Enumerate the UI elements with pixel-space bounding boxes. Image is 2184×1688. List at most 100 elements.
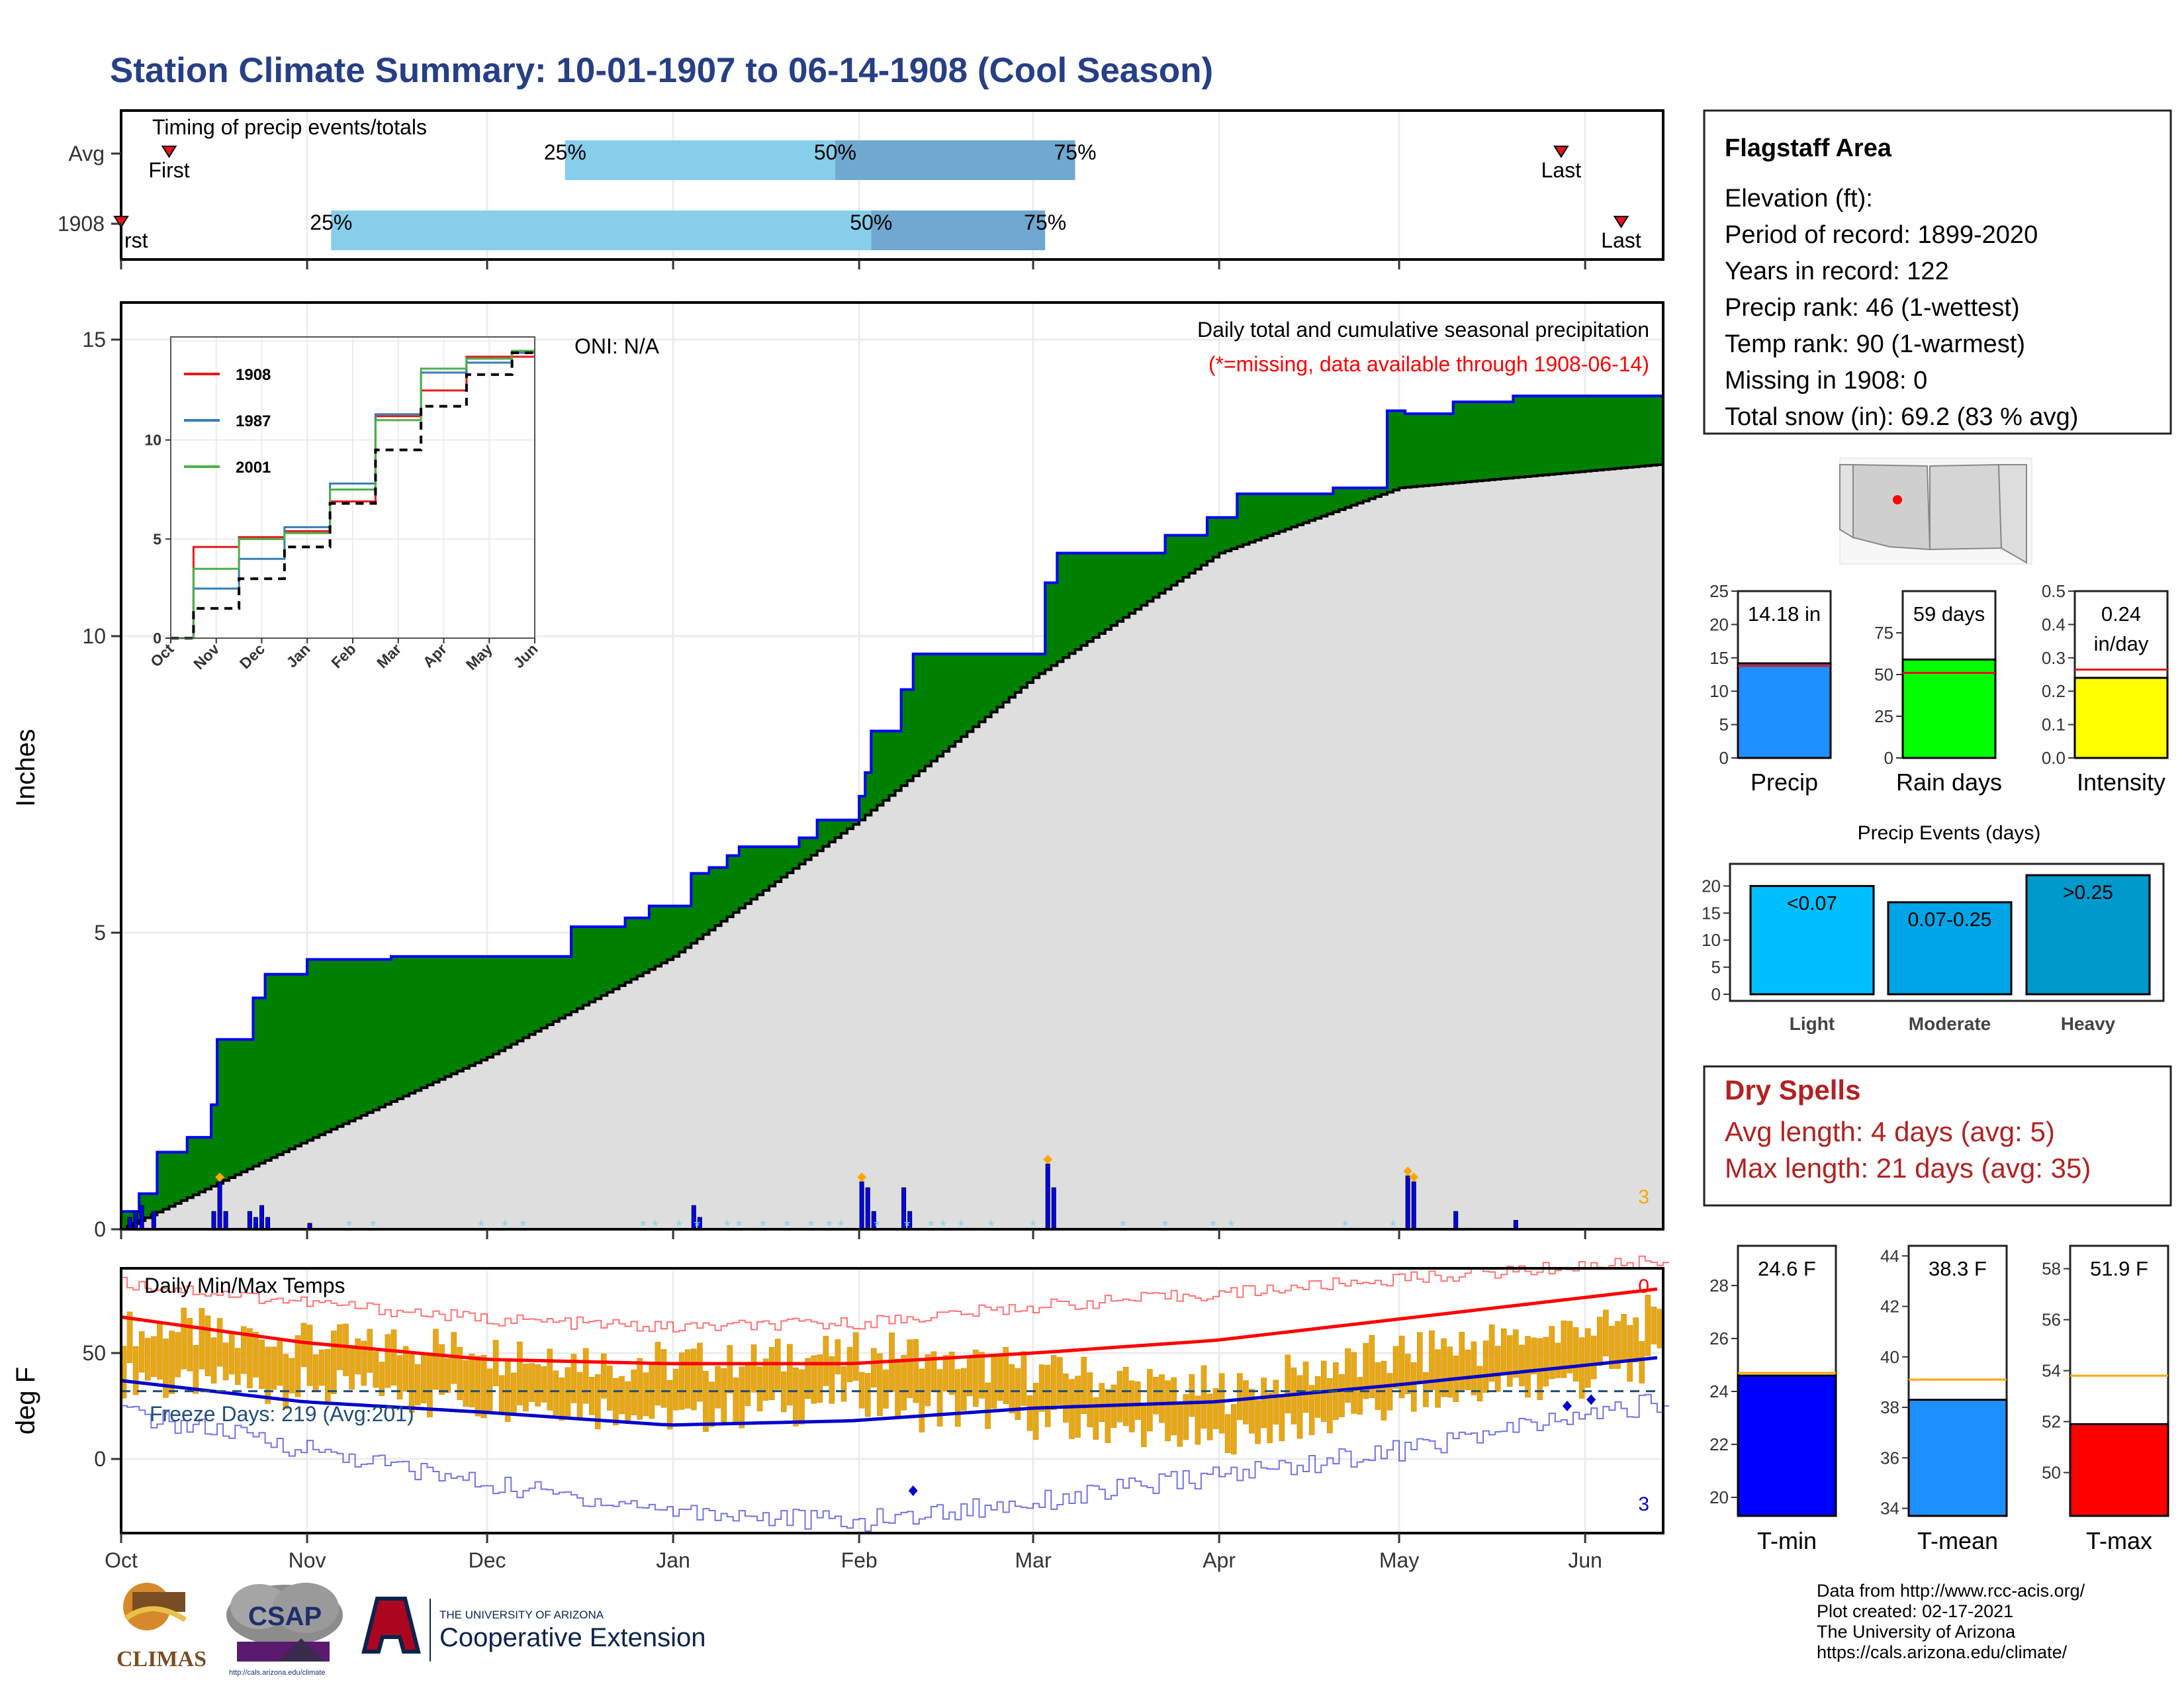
footer-line: The University of Arizona — [1817, 1622, 2016, 1642]
observed-cumulative-line — [121, 395, 1663, 1213]
daily-temp-bar — [625, 1381, 631, 1424]
missing-marker: * — [502, 1217, 508, 1235]
missing-marker: * — [736, 1217, 742, 1235]
daily-precip-bar — [859, 1181, 864, 1230]
missing-marker: * — [1120, 1217, 1126, 1235]
daily-temp-bar — [475, 1356, 481, 1417]
summary-y-tick-label: 0.1 — [2042, 715, 2066, 735]
inset-x-tick-label: Jun — [510, 640, 541, 671]
daily-temp-bar — [306, 1325, 313, 1386]
daily-temp-bar — [1273, 1380, 1279, 1425]
timing-q1-bar — [331, 211, 872, 250]
daily-temp-bar — [361, 1340, 367, 1386]
daily-temp-bar — [1051, 1355, 1057, 1410]
timing-percent-label: 75% — [1054, 140, 1096, 164]
locator-map — [1839, 457, 2032, 565]
missing-marker: * — [988, 1217, 994, 1235]
daily-precip-bar — [1411, 1181, 1416, 1230]
events-y-tick-label: 0 — [1711, 984, 1721, 1004]
daily-temp-bar — [175, 1332, 181, 1378]
daily-temp-bar — [660, 1349, 667, 1408]
daily-temp-bar — [199, 1308, 205, 1370]
daily-temp-bar — [1009, 1364, 1015, 1414]
missing-marker: * — [904, 1217, 910, 1235]
inset-y-tick-label: 0 — [153, 630, 161, 647]
summary-y-tick-label: 10 — [1709, 681, 1729, 701]
temp-panel: 0 50 deg F Daily Min/Max Temps Freeze Day… — [11, 1255, 1670, 1572]
daily-temp-bar — [678, 1352, 685, 1410]
summary-bar — [1901, 658, 1997, 759]
daily-temp-bar — [265, 1346, 271, 1404]
dry-spells-line: Avg length: 4 days (avg: 5) — [1725, 1116, 2055, 1147]
last-event-marker — [1553, 146, 1569, 158]
temp-panel-title: Daily Min/Max Temps — [144, 1274, 345, 1297]
daily-temp-bar — [1153, 1376, 1159, 1415]
event-bar — [1749, 884, 1875, 996]
record-low-marker — [908, 1485, 918, 1496]
missing-marker: * — [1390, 1217, 1396, 1235]
daily-temp-bar — [523, 1364, 529, 1412]
summary-y-tick-label: 0 — [1719, 748, 1729, 768]
station-name: Flagstaff Area — [1725, 134, 1892, 162]
inset-legend-label: 2001 — [236, 459, 271, 477]
temp-summary-bar — [2069, 1423, 2169, 1517]
daily-temp-bar — [864, 1373, 871, 1417]
daily-temp-bar — [529, 1363, 535, 1402]
missing-marker: * — [958, 1217, 964, 1235]
daily-temp-bar — [787, 1344, 793, 1406]
daily-temp-bar — [1651, 1306, 1657, 1344]
daily-temp-bar — [1128, 1380, 1135, 1432]
daily-temp-bar — [691, 1348, 697, 1411]
daily-temp-bar — [408, 1354, 415, 1413]
missing-marker: * — [874, 1217, 880, 1235]
daily-temp-bar — [457, 1346, 463, 1401]
daily-temp-bar — [1159, 1374, 1165, 1423]
daily-temp-bar — [781, 1371, 787, 1413]
daily-temp-bar — [1165, 1380, 1171, 1442]
temp-summary-y-tick-label: 40 — [1880, 1347, 1899, 1367]
daily-temp-bar — [559, 1377, 565, 1421]
daily-temp-bar — [913, 1339, 919, 1403]
daily-precip-bar — [151, 1211, 156, 1230]
daily-temp-bar — [553, 1370, 559, 1415]
daily-temp-bar — [373, 1351, 379, 1388]
temp-summary-y-tick-label: 36 — [1880, 1448, 1899, 1468]
daily-temp-bar — [241, 1326, 247, 1374]
daily-temp-bar — [1597, 1317, 1603, 1366]
daily-temp-bar — [973, 1349, 979, 1407]
missing-marker: * — [346, 1217, 352, 1235]
daily-temp-bar — [295, 1335, 301, 1397]
daily-temp-bar — [547, 1348, 553, 1411]
daily-temp-bar — [312, 1354, 319, 1391]
daily-temp-bar — [709, 1382, 715, 1427]
month-label: Mar — [1015, 1548, 1051, 1572]
missing-marker: * — [1342, 1217, 1348, 1235]
daily-temp-bar — [414, 1364, 421, 1406]
daily-temp-bar — [1507, 1335, 1513, 1387]
daily-precip-bar — [1405, 1175, 1410, 1230]
daily-temp-bar — [300, 1323, 307, 1368]
daily-precip-bar — [133, 1211, 138, 1230]
precip-summary-bars: 0 5 10 15 20 25 14.18 in Precip 0 25 50 75 59 days Ra… — [1709, 581, 2169, 796]
timing-row-avg: Avg — [68, 142, 105, 165]
daily-temp-bar — [751, 1344, 757, 1393]
daily-temp-bar — [396, 1355, 403, 1400]
daily-temp-bar — [762, 1358, 769, 1401]
daily-temp-bar — [601, 1353, 607, 1399]
daily-temp-bar — [721, 1368, 727, 1423]
daily-temp-bar — [768, 1346, 775, 1400]
daily-temp-bar — [1201, 1365, 1207, 1429]
daily-temp-bar — [210, 1337, 217, 1384]
temp-summary-bar-label: T-max — [2086, 1527, 2152, 1554]
daily-precip-bar — [1513, 1220, 1518, 1230]
csap-logo: CSAP http://cals.arizona.edu/climate — [226, 1583, 343, 1677]
daily-temp-bar — [235, 1348, 241, 1385]
temp-count-top: 0 — [1638, 1276, 1649, 1297]
event-bar — [2025, 874, 2151, 996]
event-bar-inner-label: 0.07-0.25 — [1908, 909, 1992, 931]
daily-temp-bar — [1500, 1328, 1507, 1374]
missing-marker: * — [1228, 1217, 1234, 1235]
daily-temp-bar — [1561, 1320, 1567, 1378]
missing-marker: * — [1162, 1217, 1168, 1235]
daily-temp-bar — [1555, 1342, 1561, 1378]
